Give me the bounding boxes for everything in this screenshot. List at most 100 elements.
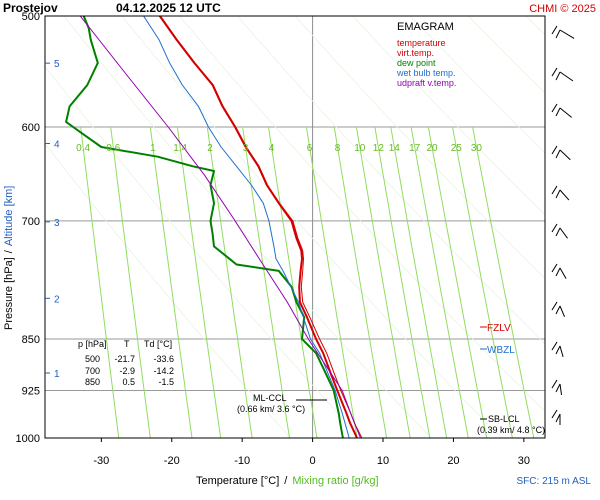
mixing-ratio-line xyxy=(374,126,431,438)
table-cell: -21.7 xyxy=(114,354,135,364)
table-cell: -1.5 xyxy=(158,377,174,387)
series-udpraft-v-temp xyxy=(79,16,361,438)
table-header-t: T xyxy=(124,339,130,349)
table-cell: 0.5 xyxy=(122,377,135,387)
y-axis-label-altitude: Altitude [km] xyxy=(3,186,15,247)
dry-adiabat xyxy=(179,16,545,412)
temperature-tick-label: 10 xyxy=(377,455,389,467)
mixing-ratio-line xyxy=(149,126,193,438)
mixing-ratio-label: 0.6 xyxy=(106,143,120,154)
mixing-ratio-line xyxy=(452,126,513,438)
ml-ccl-value: (0.66 km/ 3.6 °C) xyxy=(237,404,305,414)
altitude-tick-label: 3 xyxy=(54,218,60,229)
sb-lcl-value: (0.39 km/ 4.8 °C) xyxy=(477,425,545,435)
altitude-tick-label: 2 xyxy=(54,294,60,305)
fzlv-label: FZLV xyxy=(487,323,511,334)
wind-barb xyxy=(551,301,566,317)
y-axis-label-pressure: Pressure [hPa] xyxy=(3,257,15,330)
mixing-ratio-line xyxy=(410,126,469,438)
wind-barb xyxy=(551,103,572,118)
table-cell: 700 xyxy=(85,366,100,376)
dry-adiabat xyxy=(294,16,545,279)
series-wet-bulb-temp xyxy=(143,16,350,438)
mixing-ratio-label: 3 xyxy=(243,143,249,154)
legend-item-dew-point: dew point xyxy=(397,58,436,68)
mixing-ratio-label: 0.4 xyxy=(76,143,90,154)
mixing-ratio-line xyxy=(305,126,358,438)
table-cell: 850 xyxy=(85,377,100,387)
wind-barbs xyxy=(551,25,575,425)
value-table: p [hPa] T Td [°C] 500 -21.7 -33.6 700 -2… xyxy=(78,339,174,387)
table-header-td: Td [°C] xyxy=(144,339,172,349)
legend-item-updraft: udpraft v.temp. xyxy=(397,78,456,88)
mixing-ratio-label: 25 xyxy=(451,143,463,154)
wind-barb xyxy=(551,25,575,39)
station-name: Prostejov xyxy=(3,1,58,15)
mixing-ratio-line xyxy=(390,126,448,438)
ml-ccl-label: ML-CCL xyxy=(253,393,287,403)
mixing-ratio-label: 1 xyxy=(150,143,156,154)
mixing-ratio-label: 30 xyxy=(471,143,483,154)
table-cell: -33.6 xyxy=(153,354,174,364)
pressure-tick-label: 500 xyxy=(22,11,40,23)
mixing-ratio-label: 6 xyxy=(307,143,313,154)
pressure-tick-label: 1000 xyxy=(16,433,40,445)
profile-series xyxy=(65,16,363,438)
pressure-tick-label: 700 xyxy=(22,216,40,228)
mixing-ratio-line xyxy=(110,126,151,438)
x-axis-label-mixing: Mixing ratio [g/kg] xyxy=(292,475,378,487)
wind-barb xyxy=(551,263,567,279)
dry-adiabat xyxy=(236,16,545,345)
x-axis-separator: / xyxy=(284,475,288,487)
wind-barb xyxy=(551,223,568,239)
mixing-ratio-label: 4 xyxy=(269,143,275,154)
wind-barb xyxy=(551,185,570,201)
y-axis-separator: / xyxy=(3,249,15,253)
mixing-ratio-line xyxy=(80,126,120,438)
x-axis-label-temperature: Temperature [°C] xyxy=(196,475,279,487)
mixing-ratio-label: 10 xyxy=(354,143,366,154)
mixing-ratio-line xyxy=(333,126,388,438)
altitude-tick-label: 1 xyxy=(54,369,60,380)
dry-adiabat xyxy=(63,16,432,438)
mixing-ratio-label: 1.4 xyxy=(173,143,187,154)
mixing-ratio-label: 17 xyxy=(409,143,421,154)
temperature-tick-label: -30 xyxy=(93,455,109,467)
legend: EMAGRAM temperature virt.temp. dew point… xyxy=(396,21,456,88)
mixing-ratio-lines xyxy=(80,126,535,438)
y-axis-title: Pressure [hPa] / Altitude [km] xyxy=(3,186,15,330)
pressure-tick-label: 850 xyxy=(22,334,40,346)
series-virt-temp xyxy=(160,16,363,438)
temperature-tick-label: 20 xyxy=(447,455,459,467)
ml-ccl-annotation: ML-CCL (0.66 km/ 3.6 °C) xyxy=(237,393,327,414)
wind-barb xyxy=(551,341,564,358)
mixing-ratio-line xyxy=(242,126,290,438)
mixing-ratio-label: 12 xyxy=(373,143,385,154)
sb-lcl-label: SB-LCL xyxy=(488,414,520,424)
temperature-tick-label: -10 xyxy=(234,455,250,467)
mixing-ratio-line xyxy=(427,126,488,438)
surface-elevation-note: SFC: 215 m ASL xyxy=(517,476,592,487)
mixing-ratio-label: 14 xyxy=(389,143,401,154)
dry-adiabat xyxy=(45,65,362,438)
dry-adiabat xyxy=(410,16,545,154)
mixing-ratio-label: 2 xyxy=(207,143,213,154)
table-cell: -14.2 xyxy=(153,366,174,376)
plot-frame xyxy=(44,15,546,439)
dry-adiabat xyxy=(45,143,291,438)
dry-adiabat xyxy=(352,16,545,216)
legend-title: EMAGRAM xyxy=(397,21,454,33)
wind-barb xyxy=(551,379,563,396)
temperature-tick-label: 30 xyxy=(518,455,530,467)
wind-barb xyxy=(551,409,561,425)
temperature-tick-label: -20 xyxy=(164,455,180,467)
table-cell: 500 xyxy=(85,354,100,364)
x-axis-title: Temperature [°C] / Mixing ratio [g/kg] xyxy=(196,475,379,487)
credit-text: CHMI © 2025 xyxy=(529,3,596,15)
grid-layer xyxy=(45,16,545,438)
sounding-datetime: 04.12.2025 12 UTC xyxy=(116,1,221,15)
mixing-ratio-label: 20 xyxy=(426,143,438,154)
sb-lcl-annotation: SB-LCL (0.39 km/ 4.8 °C) xyxy=(477,414,545,435)
table-cell: -2.9 xyxy=(119,366,135,376)
